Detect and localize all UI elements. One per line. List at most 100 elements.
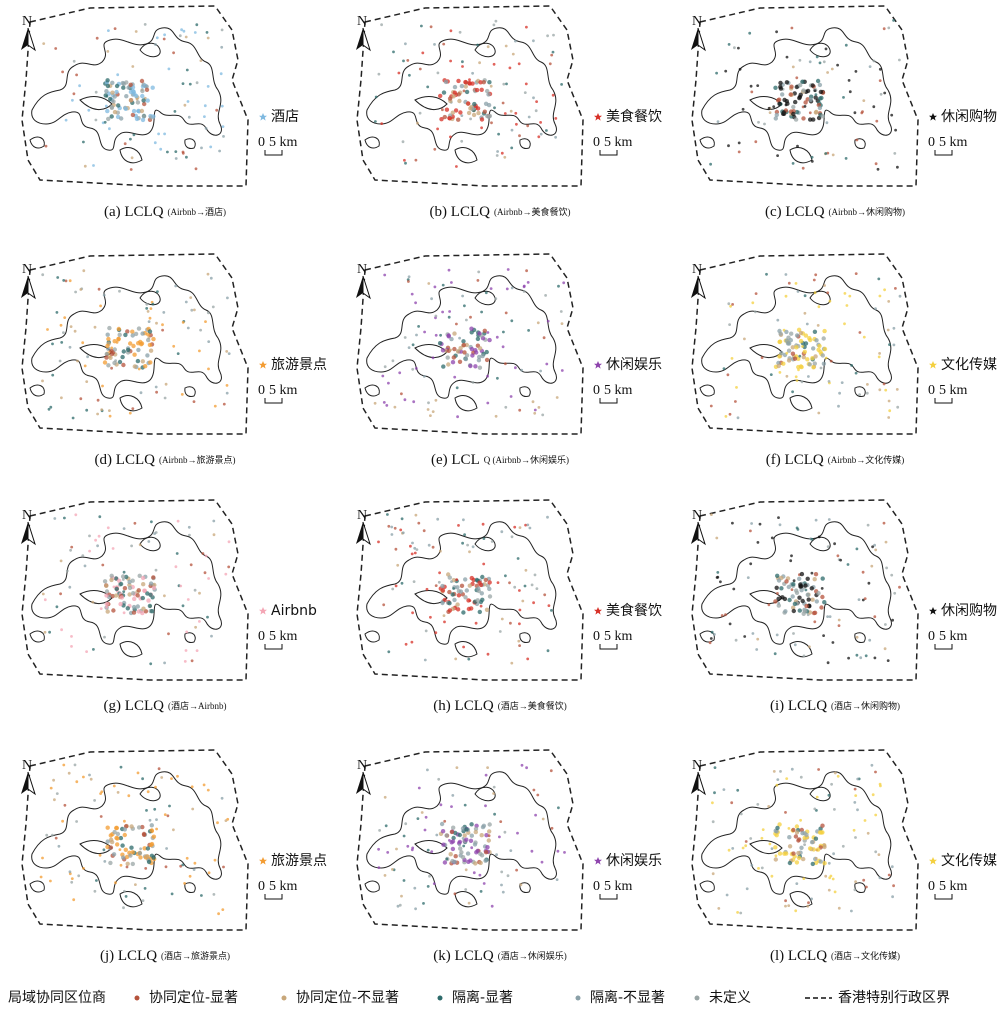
- poi-dot: [821, 336, 826, 341]
- poi-dot: [144, 84, 149, 89]
- poi-dot: [134, 116, 140, 122]
- poi-dot: [887, 399, 891, 403]
- poi-dot: [119, 116, 124, 121]
- poi-dot: [443, 79, 449, 85]
- poi-dot: [854, 272, 858, 275]
- poi-dot: [447, 589, 452, 595]
- poi-dot: [221, 125, 225, 128]
- poi-dot: [418, 67, 422, 71]
- poi-dot: [779, 770, 782, 773]
- poi-dot: [854, 836, 857, 839]
- poi-dot: [426, 408, 430, 411]
- poi-dot: [517, 62, 521, 66]
- north-arrow: N: [690, 14, 706, 51]
- poi-dot: [535, 100, 538, 103]
- poi-dot: [63, 516, 66, 520]
- poi-dot: [128, 853, 133, 858]
- poi-dot: [189, 296, 193, 299]
- poi-dot: [489, 287, 493, 290]
- legend-swatch: [281, 995, 287, 1001]
- poi-dot: [813, 354, 818, 359]
- poi-dot: [95, 879, 98, 882]
- poi-dot: [792, 356, 798, 361]
- poi-dot: [494, 19, 498, 23]
- poi-dot: [184, 649, 188, 652]
- poi-dot: [525, 25, 528, 29]
- poi-dot: [518, 408, 522, 412]
- poi-dot: [116, 791, 120, 794]
- poi-dot: [186, 598, 190, 601]
- poi-dot: [876, 167, 880, 171]
- poi-dot: [383, 874, 387, 877]
- legend-title: 局域协同区位商: [8, 990, 106, 1006]
- poi-dot: [400, 581, 404, 585]
- poi-dot: [890, 113, 894, 117]
- poi-dot: [827, 888, 831, 892]
- poi-dot: [139, 391, 143, 395]
- poi-dot: [403, 398, 407, 402]
- poi-dot: [128, 411, 132, 415]
- poi-dot: [713, 766, 717, 769]
- poi-dot: [871, 545, 874, 549]
- poi-dot: [513, 525, 517, 529]
- poi-dot: [756, 84, 760, 87]
- poi-dot: [484, 349, 489, 355]
- poi-dot: [504, 405, 508, 409]
- poi-dot: [822, 861, 827, 866]
- poi-dot: [767, 106, 771, 110]
- poi-dot: [514, 111, 518, 115]
- poi-dot: [444, 107, 450, 112]
- poi-dot: [108, 409, 111, 412]
- poi-dot: [508, 581, 511, 585]
- poi-dot: [790, 351, 796, 356]
- poi-dot: [799, 818, 802, 822]
- poi-dot: [815, 78, 821, 84]
- layer-label: 酒店: [271, 109, 299, 125]
- poi-dot: [106, 50, 110, 53]
- poi-dot: [69, 548, 72, 552]
- poi-dot: [154, 43, 157, 46]
- poi-dot: [394, 584, 398, 588]
- poi-dot: [114, 825, 120, 831]
- poi-dot: [484, 833, 489, 838]
- scale-bar: [599, 644, 618, 650]
- poi-dot: [754, 292, 758, 295]
- poi-dot: [184, 35, 188, 39]
- poi-dot: [412, 580, 416, 583]
- poi-dot: [148, 592, 153, 597]
- poi-dot: [82, 867, 85, 870]
- scale-zero: 0: [928, 383, 935, 398]
- poi-dot: [787, 281, 791, 285]
- poi-dot: [791, 65, 795, 69]
- poi-dot: [99, 815, 103, 818]
- poi-dot: [391, 587, 395, 591]
- poi-dot: [143, 887, 147, 890]
- poi-dot: [551, 93, 555, 97]
- poi-dot: [448, 852, 453, 857]
- poi-dot: [467, 901, 471, 905]
- poi-dot: [777, 339, 782, 345]
- poi-dot: [445, 355, 450, 360]
- poi-dot: [145, 809, 148, 812]
- poi-dot: [43, 598, 47, 602]
- poi-dot: [437, 777, 441, 781]
- poi-dot: [535, 587, 539, 590]
- poi-dot: [737, 141, 741, 145]
- poi-dot: [151, 575, 156, 580]
- poi-dot: [837, 624, 841, 627]
- poi-dot: [555, 878, 559, 881]
- poi-dot: [142, 588, 147, 593]
- poi-dot: [775, 30, 778, 34]
- poi-dot: [454, 657, 458, 661]
- poi-dot: [893, 591, 897, 595]
- poi-dot: [878, 876, 882, 880]
- poi-dot: [436, 71, 440, 75]
- poi-dot: [102, 360, 108, 365]
- poi-dot: [121, 362, 126, 368]
- poi-dot: [145, 846, 151, 851]
- poi-dot: [72, 92, 76, 96]
- poi-dot: [475, 848, 480, 854]
- poi-dot: [891, 618, 894, 622]
- poi-dot: [174, 565, 178, 569]
- poi-dot: [115, 831, 121, 837]
